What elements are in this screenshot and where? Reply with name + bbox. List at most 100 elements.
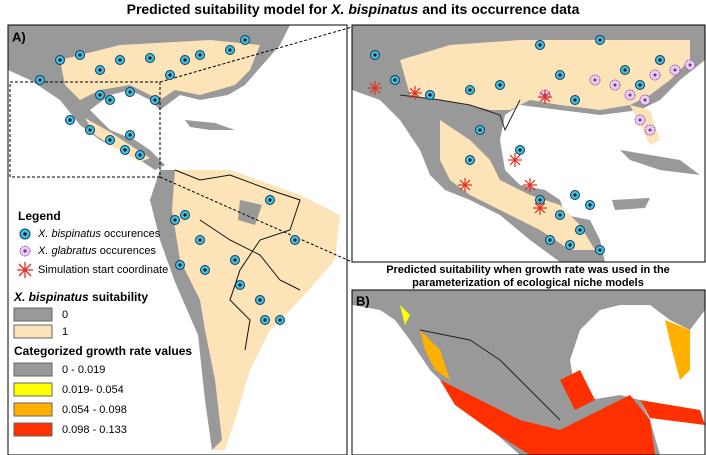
class-label: 0.098 - 0.133	[62, 424, 127, 436]
occurrence-marker	[653, 73, 657, 77]
occurrence-marker	[468, 88, 472, 92]
occurrence-marker	[459, 179, 471, 191]
panel-label: A)	[12, 29, 26, 44]
occurrence-marker	[123, 148, 127, 152]
occurrence-marker	[88, 128, 92, 132]
occurrence-marker	[588, 203, 592, 207]
occurrence-marker	[238, 283, 242, 287]
occurrence-marker	[688, 63, 692, 67]
title-part: Predicted suitability model for	[127, 1, 332, 17]
occurrence-marker	[509, 154, 521, 166]
occurrence-marker	[258, 298, 262, 302]
occurrence-marker	[638, 118, 642, 122]
legend-text: occurences	[97, 245, 157, 257]
occurrence-marker	[183, 213, 187, 217]
occurrence-marker	[428, 93, 432, 97]
occurrence-marker	[268, 198, 272, 202]
occurrence-marker	[573, 193, 577, 197]
occurrence-marker	[518, 148, 522, 152]
occurrence-marker	[173, 218, 177, 222]
occurrence-marker	[409, 87, 421, 99]
occurrence-marker	[183, 58, 187, 62]
occurrence-marker	[478, 128, 482, 132]
occurrence-marker	[558, 73, 562, 77]
occurrence-marker	[228, 48, 232, 52]
occurrence-marker	[263, 318, 267, 322]
legend-text: Simulation start coordinate	[38, 264, 168, 276]
occurrence-marker	[568, 243, 572, 247]
class-label: 0.019- 0.054	[62, 384, 124, 396]
occurrence-marker	[168, 73, 172, 77]
heading-text: suitability	[89, 290, 149, 304]
occurrence-marker	[548, 238, 552, 242]
occurrence-marker	[498, 83, 502, 87]
occurrence-marker	[78, 53, 82, 57]
occurrence-marker	[558, 213, 562, 217]
occurrence-marker	[468, 158, 472, 162]
legend-heading: Legend	[18, 209, 61, 223]
occurrence-marker	[108, 138, 112, 142]
panel-label: B)	[356, 293, 370, 308]
panel-caption: parameterization of ecological niche mod…	[412, 277, 644, 289]
occurrence-marker	[613, 83, 617, 87]
occurrence-marker	[198, 238, 202, 242]
species: X. bispinatus	[37, 228, 101, 240]
class-label: 1	[62, 326, 68, 338]
occurrence-marker	[648, 128, 652, 132]
occurrence-marker	[538, 198, 542, 202]
occurrence-marker	[534, 202, 546, 214]
occurrence-marker	[593, 78, 597, 82]
occurrence-marker	[138, 153, 142, 157]
legend: Legend X. bispinatus occurences X. glabr…	[13, 209, 192, 437]
occurrence-marker	[658, 58, 662, 62]
occurrence-marker	[68, 118, 72, 122]
occurrence-marker	[148, 56, 152, 60]
occurrence-marker	[643, 98, 647, 102]
occurrence-marker	[278, 318, 282, 322]
occurrence-marker	[673, 68, 677, 72]
legend-item: X. glabratus occurences	[37, 245, 157, 257]
occurrence-marker	[38, 78, 42, 82]
class-label: 0.054 - 0.098	[62, 404, 127, 416]
occurrence-marker	[628, 93, 632, 97]
occurrence-marker	[598, 248, 602, 252]
title-species: X. bispinatus	[330, 1, 418, 17]
legend-text: occurences	[101, 228, 161, 240]
occurrence-marker	[233, 258, 237, 262]
occurrence-marker	[524, 179, 536, 191]
map-zoom	[352, 25, 705, 262]
occurrence-marker	[598, 38, 602, 42]
occurrence-marker	[58, 58, 62, 62]
occurrence-marker	[573, 98, 577, 102]
occurrence-marker	[293, 238, 297, 242]
occurrence-marker	[373, 53, 377, 57]
occurrence-marker	[128, 133, 132, 137]
suitability-heading: X. bispinatus suitability	[13, 290, 148, 304]
occurrence-marker	[98, 93, 102, 97]
occurrence-marker	[108, 98, 112, 102]
title-part: and its occurrence data	[418, 1, 579, 17]
legend-item: X. bispinatus occurences	[37, 228, 161, 240]
class-label: 0 - 0.019	[62, 364, 105, 376]
occurrence-marker	[243, 38, 247, 42]
occurrence-marker	[198, 53, 202, 57]
growth-heading: Categorized growth rate values	[14, 344, 192, 358]
occurrence-marker	[203, 268, 207, 272]
occurrence-marker	[539, 91, 551, 103]
occurrence-marker	[369, 82, 381, 94]
occurrence-marker	[538, 43, 542, 47]
occurrence-marker	[118, 58, 122, 62]
occurrence-marker	[623, 68, 627, 72]
map-b	[352, 290, 705, 455]
figure-title: Predicted suitability model for X. bispi…	[127, 1, 580, 17]
occurrence-marker	[98, 68, 102, 72]
occurrence-marker	[578, 228, 582, 232]
occurrence-marker	[178, 263, 182, 267]
occurrence-marker	[128, 90, 132, 94]
species: X. glabratus	[37, 245, 97, 257]
class-label: 0	[62, 309, 68, 321]
occurrence-marker	[393, 78, 397, 82]
species: X. bispinatus	[13, 290, 89, 304]
markers	[35, 35, 696, 325]
